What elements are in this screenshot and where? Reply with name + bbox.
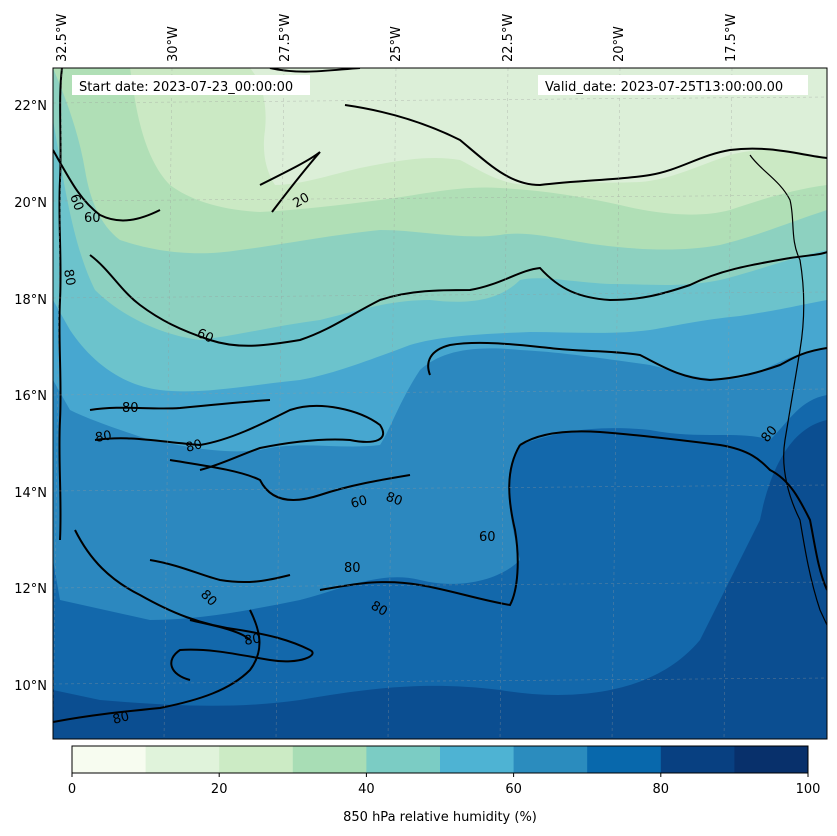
humidity-fill-10-20: [250, 68, 827, 185]
longitude-labels: 32.5°W 30°W 27.5°W 25°W 22.5°W 20°W 17.5…: [55, 14, 739, 62]
contour-label: 60: [479, 530, 496, 545]
longitude-label: 20°W: [612, 26, 627, 62]
colorbar-cell: [292, 746, 367, 773]
longitude-label: 32.5°W: [55, 14, 70, 62]
colorbar-label: 850 hPa relative humidity (%): [343, 810, 537, 825]
graticule: [53, 68, 827, 739]
colorbar-tick-label: 60: [505, 782, 522, 797]
colorbar: 0 20 40 60 80 100 850 hPa relative humidity (…: [68, 745, 821, 825]
map-panel: 60 60 80 20 60 80 80 80 80 80 80 80 60 6…: [53, 68, 827, 739]
colorbar-tick-label: 0: [68, 782, 76, 797]
map-frame: [52, 67, 828, 740]
contour-80-middle: [89, 399, 411, 501]
colorbar-cell: [660, 746, 735, 773]
latitude-label: 16°N: [14, 389, 47, 404]
contour-label: 60: [84, 211, 101, 226]
start-date-text: Start date: 2023-07-23_00:00:00: [79, 80, 293, 95]
longitude-label: 30°W: [166, 26, 181, 62]
valid-date-box: [538, 75, 808, 95]
longitude-label: 25°W: [389, 26, 404, 62]
latitude-label: 10°N: [14, 679, 47, 694]
colorbar-tick-label: 80: [653, 782, 670, 797]
longitude-label: 17.5°W: [724, 14, 739, 62]
contour-80-southwest: [74, 529, 314, 681]
start-date-box: [72, 75, 310, 95]
colorbar-cell: [72, 746, 147, 773]
contour-20: [259, 68, 827, 213]
colorbar-cell: [587, 746, 662, 773]
colorbar-cell: [513, 746, 588, 773]
contour-west-edge: [58, 68, 63, 541]
colorbar-tick-label: 20: [211, 782, 228, 797]
contour-label: 80: [60, 268, 78, 287]
valid-date-text: Valid_date: 2023-07-25T13:00:00.00: [545, 80, 783, 95]
colorbar-cell: [219, 746, 294, 773]
contour-label: 80: [344, 561, 361, 576]
contour-label: 80: [368, 598, 390, 619]
contour-label: 80: [111, 709, 131, 728]
contour-60: [53, 149, 827, 347]
contour-label-group: 60 60 80 20 60 80 80 80 80 80 80 80 60 6…: [60, 190, 781, 728]
longitude-label: 22.5°W: [501, 14, 516, 62]
contour-label: 80: [94, 428, 113, 446]
contour-label: 80: [122, 401, 139, 416]
colorbar-cell: [734, 746, 809, 773]
contour-coast: [749, 154, 827, 626]
contour-80-south: [53, 609, 261, 723]
contour-label: 80: [184, 437, 204, 456]
longitude-label: 27.5°W: [278, 14, 293, 62]
contour-80-north: [427, 341, 827, 382]
contour-label: 60: [66, 192, 86, 213]
colorbar-tick-label: 100: [796, 782, 821, 797]
latitude-label: 18°N: [14, 293, 47, 308]
contour-label: 20: [291, 190, 313, 211]
colorbar-ticks: 0 20 40 60 80 100: [68, 773, 821, 797]
latitude-label: 22°N: [14, 99, 47, 114]
contour-label: 60: [194, 326, 215, 347]
contour-label: 60: [349, 493, 369, 512]
contour-80-east: [319, 430, 827, 607]
latitude-labels: 22°N 20°N 18°N 16°N 14°N 12°N 10°N: [14, 99, 47, 694]
latitude-label: 20°N: [14, 196, 47, 211]
latitude-label: 14°N: [14, 486, 47, 501]
contour-label: 80: [243, 631, 262, 649]
colorbar-cells: [72, 746, 809, 773]
colorbar-tick-label: 40: [358, 782, 375, 797]
colorbar-cell: [145, 746, 220, 773]
latitude-label: 12°N: [14, 582, 47, 597]
colorbar-frame: [71, 745, 809, 774]
contour-label: 80: [384, 490, 405, 510]
contour-lines: [53, 68, 827, 723]
colorbar-cell: [440, 746, 515, 773]
colorbar-cell: [366, 746, 441, 773]
